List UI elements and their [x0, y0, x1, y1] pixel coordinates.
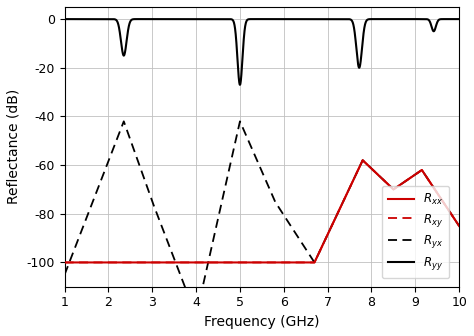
$R_{yy}$ — [212, 17, 218, 21]
$R_{xy}$ — [62, 260, 67, 264]
$R_{xy}$ — [133, 260, 139, 264]
$R_{yy}$ — [299, 17, 304, 21]
$R_{xx}$ — [456, 224, 462, 228]
$R_{xx}$ — [360, 158, 365, 162]
$R_{xy}$ — [212, 260, 218, 264]
$R_{yx}$ — [456, 224, 462, 228]
$R_{yx}$ — [319, 246, 324, 250]
$R_{yy}$ — [293, 17, 299, 21]
$R_{yy}$ — [456, 17, 462, 21]
$R_{yx}$ — [134, 155, 139, 159]
Line: $R_{xx}$: $R_{xx}$ — [64, 160, 459, 262]
$R_{yx}$ — [121, 119, 127, 123]
$R_{xx}$ — [356, 166, 362, 170]
Line: $R_{yy}$: $R_{yy}$ — [64, 19, 459, 85]
$R_{yx}$ — [213, 228, 219, 232]
$R_{xy}$ — [360, 158, 365, 162]
$R_{yy}$ — [319, 17, 324, 21]
Y-axis label: Reflectance (dB): Reflectance (dB) — [7, 89, 21, 205]
$R_{yy}$ — [356, 66, 362, 70]
$R_{yx}$ — [193, 314, 199, 318]
Line: $R_{yx}$: $R_{yx}$ — [64, 121, 459, 316]
$R_{xy}$ — [456, 224, 462, 228]
$R_{xy}$ — [356, 166, 362, 170]
$R_{xx}$ — [386, 183, 392, 187]
$R_{yy}$ — [62, 17, 67, 21]
$R_{xy}$ — [319, 246, 324, 250]
Legend: $R_{xx}$, $R_{xy}$, $R_{yx}$, $R_{yy}$: $R_{xx}$, $R_{xy}$, $R_{yx}$, $R_{yy}$ — [382, 186, 449, 278]
$R_{yx}$ — [62, 272, 67, 277]
X-axis label: Frequency (GHz): Frequency (GHz) — [204, 315, 319, 329]
$R_{yy}$ — [386, 17, 392, 21]
$R_{yx}$ — [386, 183, 392, 187]
$R_{yx}$ — [356, 166, 362, 170]
$R_{yy}$ — [237, 83, 243, 87]
$R_{yy}$ — [133, 17, 139, 21]
$R_{xx}$ — [133, 260, 139, 264]
$R_{xx}$ — [319, 246, 324, 250]
$R_{yx}$ — [299, 240, 304, 244]
$R_{xy}$ — [298, 260, 304, 264]
$R_{xx}$ — [62, 260, 67, 264]
Line: $R_{xy}$: $R_{xy}$ — [64, 160, 459, 262]
$R_{xy}$ — [386, 183, 392, 187]
$R_{xx}$ — [298, 260, 304, 264]
$R_{xx}$ — [212, 260, 218, 264]
